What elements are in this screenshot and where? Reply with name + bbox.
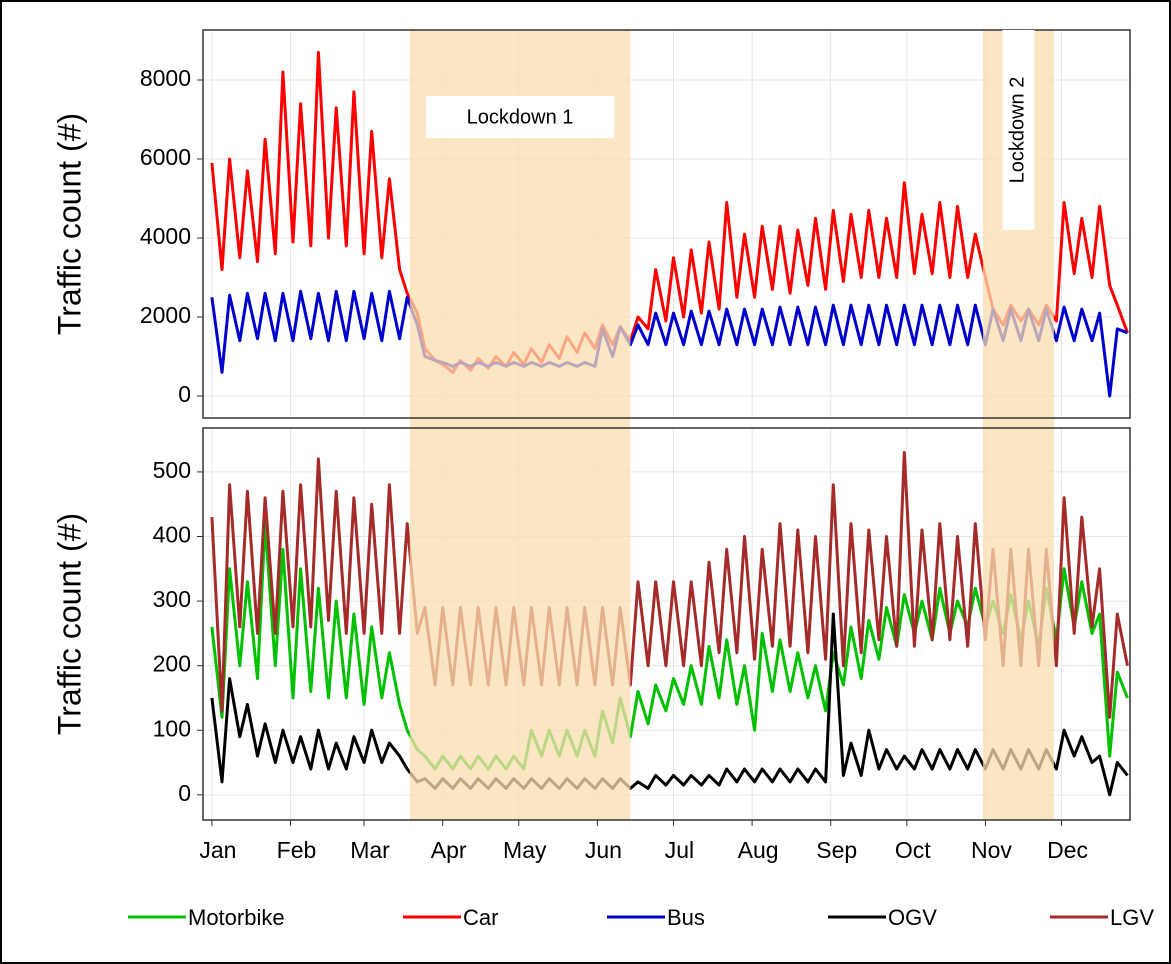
x-tick-label: Aug <box>738 837 779 863</box>
lockdown-region <box>409 30 631 820</box>
region-label: Lockdown 1 <box>467 106 574 128</box>
legend-label: OGV <box>888 905 937 930</box>
legend-label: LGV <box>1110 905 1154 930</box>
y-tick-label: 2000 <box>140 302 191 328</box>
y-tick-label: 500 <box>153 457 191 483</box>
grids <box>203 30 1130 820</box>
x-tick-label: Dec <box>1047 837 1088 863</box>
x-tick-label: Jul <box>665 837 694 863</box>
x-tick-label: Apr <box>431 837 467 863</box>
series-line <box>210 50 1129 374</box>
label-box <box>1002 30 1035 230</box>
y-tick-label: 4000 <box>140 223 191 249</box>
y-tick-label: 0 <box>178 780 191 806</box>
series-line <box>210 451 1129 719</box>
panel-border <box>202 427 1131 821</box>
x-tick-label: Jan <box>199 837 236 863</box>
region-label: Lockdown 2 <box>1007 77 1029 184</box>
shades <box>409 30 1054 820</box>
series-line <box>210 522 1129 771</box>
panel-border <box>202 29 1131 419</box>
x-tick-label: Sep <box>816 837 857 863</box>
y-tick-label: 200 <box>153 651 191 677</box>
x-tick-label: May <box>503 837 547 863</box>
plot-area <box>203 428 1130 820</box>
x-tick-label: Feb <box>277 837 317 863</box>
series-line <box>210 289 1129 398</box>
x-tick-label: Jun <box>585 837 622 863</box>
y-tick-label: 300 <box>153 586 191 612</box>
legend-label: Car <box>463 905 498 930</box>
x-tick-label: Mar <box>350 837 390 863</box>
legend-label: Bus <box>667 905 705 930</box>
y-tick-label: 8000 <box>140 65 191 91</box>
y-tick-label: 400 <box>153 522 191 548</box>
y-tick-label: 100 <box>153 715 191 741</box>
y-tick-label: 0 <box>178 381 191 407</box>
x-tick-label: Nov <box>971 837 1012 863</box>
y-axis-label: Traffic count (#) <box>51 113 87 335</box>
y-tick-label: 6000 <box>140 144 191 170</box>
x-tick-label: Oct <box>895 837 931 863</box>
legend-label: Motorbike <box>188 905 285 930</box>
label-box <box>425 96 615 138</box>
series-line <box>210 612 1129 797</box>
y-axis-label: Traffic count (#) <box>51 513 87 735</box>
plot-area <box>203 30 1130 418</box>
lines <box>210 50 1129 797</box>
